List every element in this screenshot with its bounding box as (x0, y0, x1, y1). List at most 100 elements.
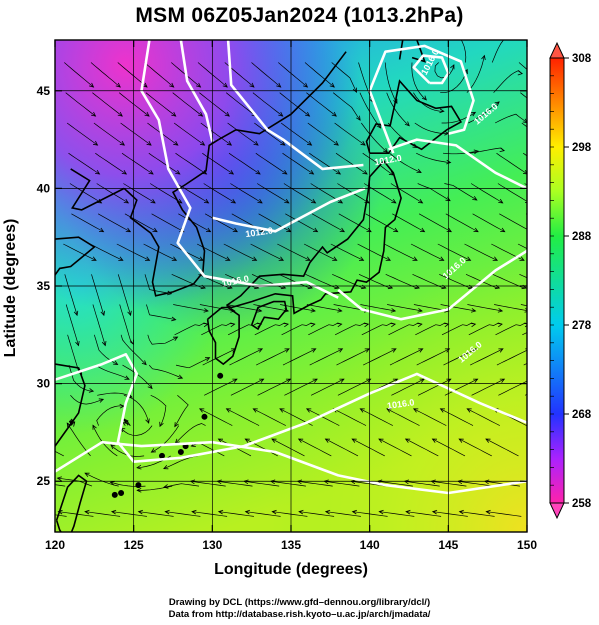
streamline-arrowhead (278, 256, 284, 261)
streamline-arrowhead (481, 54, 486, 61)
streamline-arrowhead (418, 348, 424, 353)
streamline-arrowhead (252, 256, 258, 261)
streamline (352, 511, 388, 517)
streamline-arrowhead (282, 169, 288, 175)
streamline-arrowhead (123, 198, 130, 204)
streamline-arrowhead (473, 227, 479, 233)
colorbar-label: 278 (572, 320, 592, 332)
streamline (331, 62, 357, 93)
streamline-arrowhead (473, 149, 480, 155)
streamline (378, 438, 412, 457)
streamline-arrowhead (249, 82, 255, 88)
streamline (174, 323, 208, 336)
streamline-arrowhead (324, 438, 331, 443)
streamline (418, 213, 452, 233)
island (158, 452, 165, 459)
isobar-line (388, 138, 527, 190)
streamline-arrowhead (310, 322, 316, 328)
streamline (257, 183, 289, 204)
map-title: MSM 06Z05Jan2024 (1013.2hPa) (135, 4, 464, 27)
streamline (493, 70, 523, 93)
streamline (173, 122, 205, 146)
streamline (138, 511, 174, 517)
streamline (65, 304, 79, 346)
streamline (469, 147, 505, 154)
streamline-arrowhead (366, 378, 372, 383)
streamline-arrowhead (498, 348, 504, 353)
colorbar-label: 298 (572, 142, 592, 154)
island (111, 491, 118, 498)
streamline-arrowhead (56, 476, 62, 481)
streamline (467, 304, 503, 312)
streamline-arrowhead (91, 111, 97, 117)
y-tick-label: 35 (37, 279, 51, 293)
streamline (227, 323, 262, 336)
streamline-arrowhead (544, 83, 548, 87)
streamline (64, 274, 78, 316)
streamline (93, 334, 118, 365)
streamline (65, 92, 96, 117)
streamline (254, 323, 289, 336)
streamline (413, 408, 447, 426)
streamline (405, 438, 439, 457)
streamline-arrowhead (470, 308, 477, 313)
streamline-arrowhead (89, 82, 95, 88)
streamline (96, 183, 129, 204)
streamline-arrowhead (171, 316, 177, 322)
streamline-arrowhead (30, 480, 34, 484)
streamline (227, 122, 259, 146)
streamline-arrowhead (310, 198, 317, 204)
streamline-arrowhead (95, 169, 101, 175)
streamline (459, 438, 492, 457)
isobar-line (412, 54, 450, 85)
streamline-arrowhead (492, 256, 499, 261)
streamline (443, 348, 477, 366)
streamline (201, 323, 235, 336)
streamline (192, 511, 228, 517)
streamline-arrowhead (175, 169, 181, 175)
streamline-arrowhead (217, 509, 224, 515)
coastline-segment (206, 306, 240, 366)
streamline (460, 40, 467, 63)
streamline (251, 62, 281, 88)
streamline (97, 213, 131, 233)
streamline (148, 364, 183, 379)
streamline-arrowhead (386, 408, 392, 413)
streamline-arrowhead (439, 108, 445, 114)
streamline-arrowhead (93, 140, 99, 146)
streamline (69, 183, 102, 204)
streamline-arrowhead (473, 378, 479, 383)
streamline-arrowhead (390, 322, 397, 328)
streamline (64, 62, 94, 88)
colorbar-label: 288 (572, 231, 592, 243)
streamline-arrowhead (280, 140, 286, 146)
streamline (485, 438, 519, 457)
streamline (95, 364, 130, 380)
streamline (412, 273, 446, 289)
streamline-arrowhead (351, 438, 357, 443)
streamline-arrowhead (136, 487, 142, 493)
streamline (172, 92, 203, 117)
streamline-arrowhead (171, 111, 177, 117)
streamline (144, 62, 174, 88)
streamline (298, 438, 332, 457)
streamline (68, 152, 100, 175)
streamline-arrowhead (393, 98, 398, 105)
streamline-arrowhead (364, 348, 371, 353)
streamline (63, 243, 97, 261)
streamline-arrowhead (145, 256, 151, 261)
streamline-arrowhead (439, 256, 445, 261)
streamline (459, 511, 495, 517)
streamline-arrowhead (100, 310, 105, 317)
streamline (387, 304, 423, 312)
streamline-arrowhead (446, 159, 452, 165)
isobar-line (211, 187, 366, 233)
gridlines (55, 40, 527, 532)
streamline-arrowhead (416, 168, 422, 173)
streamline-arrowhead (333, 140, 339, 146)
streamline (254, 122, 285, 146)
streamline (518, 62, 527, 70)
streamline (389, 348, 423, 366)
streamline-arrowhead (519, 256, 525, 261)
streamline (297, 480, 333, 487)
